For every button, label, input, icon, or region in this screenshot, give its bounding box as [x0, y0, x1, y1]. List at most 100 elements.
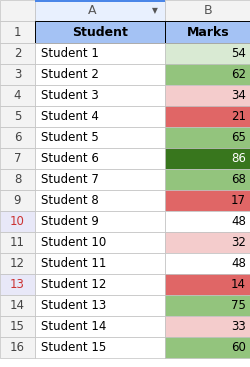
Text: 60: 60 — [230, 341, 245, 354]
Bar — [164, 211, 250, 232]
Text: Student 6: Student 6 — [41, 152, 98, 165]
Text: 2: 2 — [14, 47, 21, 60]
Bar — [35, 21, 164, 43]
Bar — [35, 43, 164, 64]
Bar — [164, 232, 250, 253]
Text: 54: 54 — [230, 47, 245, 60]
Text: Student 9: Student 9 — [41, 215, 98, 228]
Bar — [35, 0, 164, 21]
Bar — [35, 232, 164, 253]
Text: 8: 8 — [14, 173, 21, 186]
Bar — [35, 127, 164, 148]
Text: 17: 17 — [230, 194, 245, 207]
Text: Student 12: Student 12 — [41, 278, 106, 291]
Text: Student 2: Student 2 — [41, 68, 98, 81]
Bar — [0, 337, 35, 358]
Text: Student 3: Student 3 — [41, 89, 98, 102]
Bar — [35, 169, 164, 190]
Bar — [0, 316, 35, 337]
Bar — [0, 295, 35, 316]
Text: 48: 48 — [230, 215, 245, 228]
Text: 68: 68 — [230, 173, 245, 186]
Bar — [35, 337, 164, 358]
Text: A: A — [88, 4, 96, 17]
Bar — [0, 148, 35, 169]
Bar — [0, 127, 35, 148]
Text: ▼: ▼ — [152, 6, 157, 15]
Text: Student 8: Student 8 — [41, 194, 98, 207]
Bar — [0, 21, 35, 43]
Text: 6: 6 — [14, 131, 21, 144]
Bar — [0, 274, 35, 295]
Bar — [35, 253, 164, 274]
Text: 11: 11 — [10, 236, 25, 249]
Text: Student 13: Student 13 — [41, 299, 106, 312]
Text: 1: 1 — [14, 25, 21, 39]
Text: 14: 14 — [10, 299, 25, 312]
Bar — [164, 106, 250, 127]
Bar — [0, 211, 35, 232]
Bar — [35, 274, 164, 295]
Bar — [35, 64, 164, 85]
Text: 7: 7 — [14, 152, 21, 165]
Text: 75: 75 — [230, 299, 245, 312]
Bar — [35, 106, 164, 127]
Text: Student 7: Student 7 — [41, 173, 98, 186]
Bar — [164, 337, 250, 358]
Bar — [0, 85, 35, 106]
Text: 21: 21 — [230, 110, 245, 123]
Bar — [164, 43, 250, 64]
Text: B: B — [203, 4, 211, 17]
Bar — [0, 190, 35, 211]
Text: 10: 10 — [10, 215, 25, 228]
Bar — [0, 169, 35, 190]
Bar — [0, 253, 35, 274]
Text: Student 4: Student 4 — [41, 110, 98, 123]
Bar — [164, 127, 250, 148]
Bar — [164, 274, 250, 295]
Bar — [164, 148, 250, 169]
Text: 33: 33 — [230, 320, 245, 333]
Bar — [0, 106, 35, 127]
Text: 34: 34 — [230, 89, 245, 102]
Bar — [0, 64, 35, 85]
Bar — [35, 0, 164, 2]
Text: 5: 5 — [14, 110, 21, 123]
Text: 48: 48 — [230, 257, 245, 270]
Bar — [164, 190, 250, 211]
Text: Student: Student — [72, 25, 128, 39]
Text: 12: 12 — [10, 257, 25, 270]
Bar — [35, 85, 164, 106]
Text: 65: 65 — [230, 131, 245, 144]
Bar — [164, 0, 250, 21]
Text: Student 15: Student 15 — [41, 341, 106, 354]
Bar — [35, 295, 164, 316]
Bar — [164, 21, 250, 43]
Text: 86: 86 — [230, 152, 245, 165]
Text: 15: 15 — [10, 320, 25, 333]
Bar — [35, 190, 164, 211]
Text: 9: 9 — [14, 194, 21, 207]
Bar — [164, 169, 250, 190]
Bar — [164, 316, 250, 337]
Text: 62: 62 — [230, 68, 245, 81]
Text: 32: 32 — [230, 236, 245, 249]
Text: 13: 13 — [10, 278, 25, 291]
Text: 14: 14 — [230, 278, 245, 291]
Bar — [164, 64, 250, 85]
Text: 16: 16 — [10, 341, 25, 354]
Text: Marks: Marks — [186, 25, 228, 39]
Text: Student 10: Student 10 — [41, 236, 106, 249]
Bar — [35, 316, 164, 337]
Bar — [0, 0, 35, 21]
Bar — [164, 85, 250, 106]
Text: 4: 4 — [14, 89, 21, 102]
Text: Student 5: Student 5 — [41, 131, 98, 144]
Text: Student 14: Student 14 — [41, 320, 106, 333]
Bar — [0, 43, 35, 64]
Bar — [164, 295, 250, 316]
Text: Student 1: Student 1 — [41, 47, 98, 60]
Bar — [164, 253, 250, 274]
Text: Student 11: Student 11 — [41, 257, 106, 270]
Bar — [0, 232, 35, 253]
